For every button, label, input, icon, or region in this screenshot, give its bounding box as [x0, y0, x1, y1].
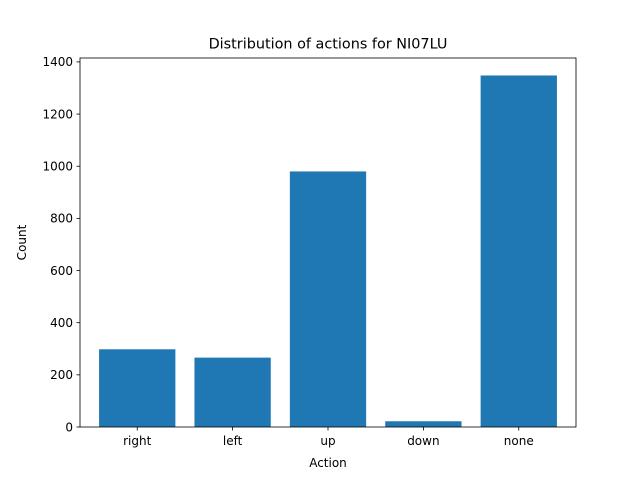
- y-axis-label: Count: [15, 224, 29, 260]
- y-tick-label: 1400: [42, 55, 73, 69]
- chart-title: Distribution of actions for NI07LU: [209, 37, 448, 53]
- x-axis-label: Action: [309, 456, 347, 470]
- bar-down: [385, 421, 462, 427]
- x-tick-label: right: [123, 434, 151, 448]
- x-tick-label: down: [407, 434, 439, 448]
- bar-up: [289, 171, 367, 427]
- bar-none: [480, 75, 557, 428]
- x-tick-label: up: [320, 434, 335, 448]
- y-tick-label: 400: [50, 316, 73, 330]
- plot-area-frame: [79, 57, 577, 428]
- x-tick-label: none: [504, 434, 534, 448]
- y-tick-label: 0: [65, 420, 73, 434]
- y-tick-label: 1200: [42, 107, 73, 121]
- y-axis-ticks: 0 200 400 600 800 1000 1200 1400: [42, 55, 80, 434]
- bar-left: [194, 357, 271, 427]
- bars-group: [99, 75, 557, 428]
- y-tick-label: 600: [50, 264, 73, 278]
- y-tick-label: 1000: [42, 160, 73, 174]
- y-tick-label: 800: [50, 212, 73, 226]
- y-tick-label: 200: [50, 368, 73, 382]
- x-tick-label: left: [223, 434, 243, 448]
- x-axis-ticks: right left up down none: [123, 427, 534, 448]
- bar-right: [99, 349, 176, 427]
